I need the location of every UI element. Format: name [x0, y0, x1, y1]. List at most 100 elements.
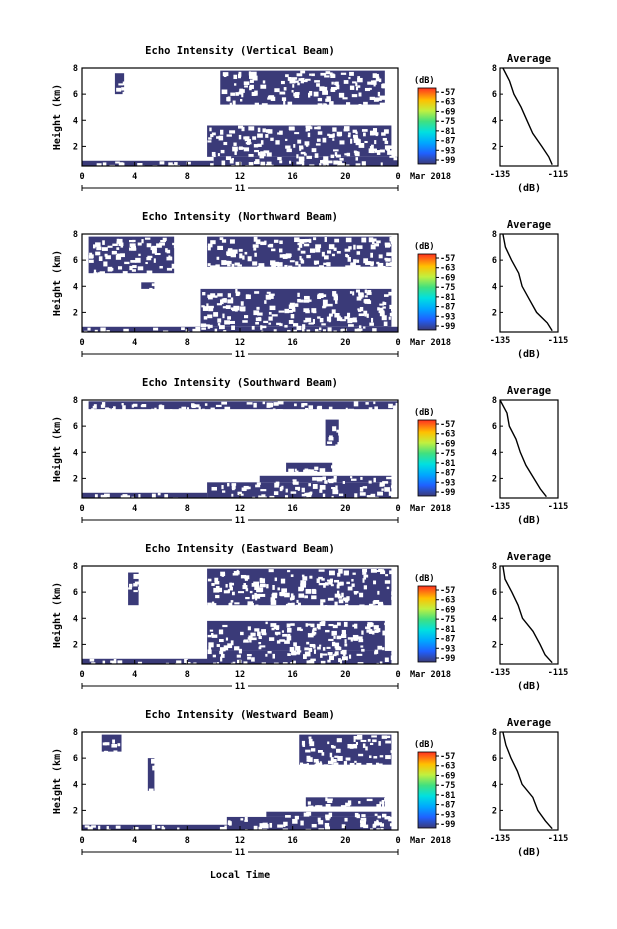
y-tick-label: 4: [73, 614, 78, 624]
echo-gap: [352, 291, 355, 296]
average-title: Average: [507, 219, 551, 231]
echo-gap: [265, 134, 269, 138]
echo-gap: [122, 271, 128, 276]
echo-gap: [133, 590, 138, 593]
average-title: Average: [507, 385, 551, 397]
x-tick-label: 20: [340, 338, 350, 348]
x-tick-label: 12: [235, 504, 245, 514]
echo-gap: [333, 635, 336, 639]
echo-gap: [317, 817, 321, 822]
echo-gap: [119, 162, 124, 165]
echo-gap: [240, 98, 243, 102]
echo-gap: [227, 260, 232, 265]
echo-gap: [277, 156, 282, 161]
echo-gap: [250, 71, 257, 77]
echo-gap: [219, 826, 225, 830]
average-title: Average: [507, 717, 551, 729]
echo-gap: [214, 265, 218, 268]
echo-gap: [159, 265, 163, 269]
echo-gap: [303, 243, 310, 247]
echo-gap: [267, 129, 273, 134]
echo-gap: [379, 482, 385, 487]
echo-gap: [242, 584, 248, 590]
echo-gap: [287, 77, 292, 81]
echo-gap: [300, 250, 306, 254]
echo-gap: [283, 99, 286, 105]
echo-gap: [353, 735, 360, 740]
echo-gap: [244, 85, 248, 88]
echo-gap: [104, 742, 110, 746]
echo-gap: [382, 647, 385, 651]
echo-gap: [365, 261, 371, 265]
echo-gap: [213, 662, 217, 664]
echo-gap: [254, 593, 261, 599]
echo-gap: [345, 603, 349, 609]
x-axis-label: Local Time: [210, 869, 270, 881]
colorbar-tick-label: -69: [440, 605, 455, 615]
echo-gap: [232, 661, 236, 664]
echo-gap: [280, 592, 285, 597]
echo-gap: [254, 102, 259, 106]
echo-gap: [202, 291, 206, 296]
echo-gap: [301, 487, 305, 493]
y-tick-label: 2: [73, 308, 78, 318]
echo-gap: [388, 491, 395, 496]
echo-gap: [366, 624, 373, 627]
echo-gap: [306, 763, 309, 766]
avg-x-tick-label: -135: [490, 502, 510, 512]
y-tick-label: 6: [73, 256, 78, 266]
echo-gap: [390, 308, 394, 312]
echo-gap: [353, 136, 359, 141]
echo-gap: [311, 73, 315, 77]
echo-gap: [236, 659, 242, 664]
echo-gap: [233, 305, 240, 311]
echo-gap: [374, 821, 379, 826]
echo-gap: [264, 496, 267, 498]
echo-gap: [365, 402, 369, 405]
colorbar-tick-label: -57: [440, 88, 455, 98]
echo-gap: [275, 481, 280, 485]
echo-gap: [118, 238, 123, 243]
echo-gap: [261, 629, 266, 634]
echo-gap: [209, 629, 214, 632]
echo-gap: [344, 164, 350, 166]
echo-gap: [301, 493, 305, 497]
echo-gap: [393, 157, 398, 161]
echo-gap: [107, 267, 114, 271]
echo-gap: [247, 656, 251, 660]
echo-gap: [330, 757, 334, 762]
echo-gap: [300, 260, 305, 264]
echo-gap: [277, 265, 280, 270]
echo-gap: [331, 486, 336, 490]
echo-gap: [230, 662, 234, 664]
echo-gap: [227, 822, 232, 825]
echo-gap: [329, 752, 333, 758]
echo-gap: [220, 149, 225, 154]
colorbar-tick-label: -63: [440, 596, 455, 606]
echo-gap: [129, 265, 133, 271]
echo-gap: [283, 824, 286, 828]
average-frame: [499, 233, 559, 333]
echo-gap: [328, 812, 333, 817]
echo-gap: [372, 132, 379, 136]
echo-gap: [327, 652, 333, 656]
echo-gap: [327, 741, 330, 745]
colorbar-unit: (dB): [414, 574, 434, 584]
echo-gap: [309, 575, 313, 579]
echo-gap: [185, 329, 188, 332]
echo-gap: [372, 128, 378, 133]
echo-gap: [274, 631, 281, 635]
echo-gap: [111, 408, 115, 412]
echo-gap: [306, 641, 310, 645]
echo-gap: [361, 630, 364, 635]
echo-gap: [354, 592, 357, 595]
echo-gap: [338, 599, 344, 604]
echo-gap: [231, 325, 235, 330]
echo-gap: [93, 404, 97, 409]
echo-gap: [279, 639, 285, 642]
echo-gap: [360, 645, 364, 648]
echo-gap: [251, 91, 256, 96]
echo-gap: [242, 255, 245, 260]
echo-gap: [269, 305, 276, 311]
echo-gap: [217, 153, 220, 157]
